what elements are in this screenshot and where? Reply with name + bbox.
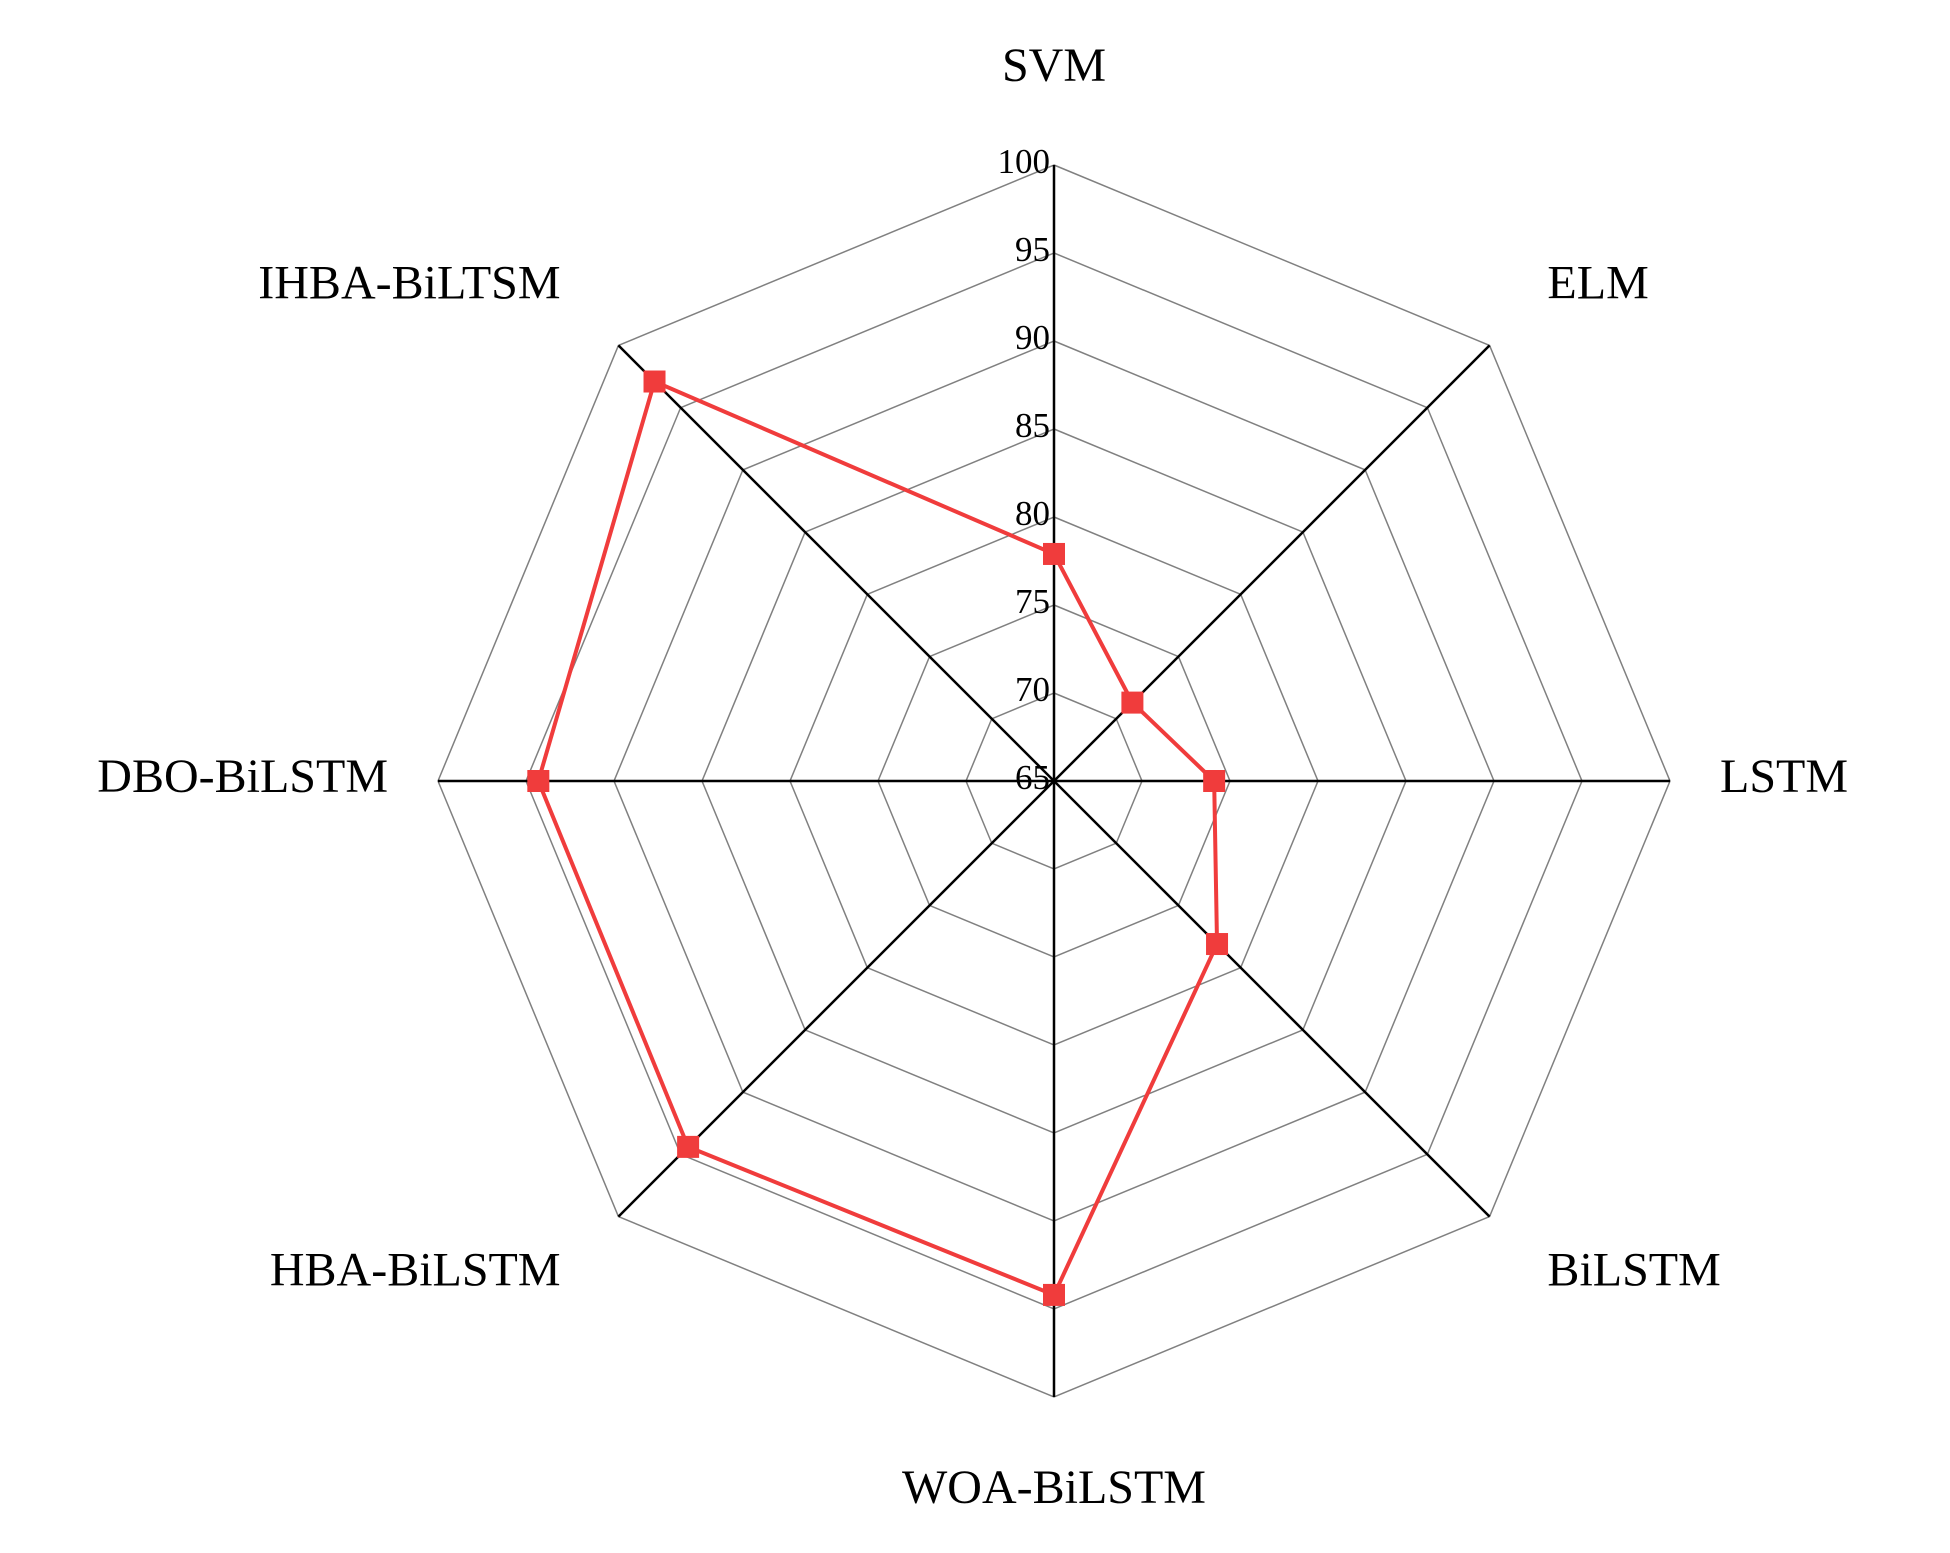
- series-line: [536, 378, 1220, 1298]
- r-tick-label: 75: [1015, 582, 1050, 621]
- axis-spoke: [1053, 780, 1491, 1218]
- category-label: HBA-BiLSTM: [270, 1243, 561, 1296]
- r-tick-label: 80: [1015, 494, 1050, 533]
- data-point: [1206, 933, 1229, 956]
- data-point: [677, 1135, 700, 1158]
- category-label: IHBA-BiLTSM: [258, 257, 560, 310]
- data-point: [1043, 1283, 1065, 1306]
- category-label: SVM: [1002, 39, 1106, 92]
- category-label: DBO-BiLSTM: [97, 750, 388, 803]
- category-label: BiLSTM: [1547, 1243, 1720, 1296]
- category-label: ELM: [1547, 257, 1648, 310]
- data-point: [1121, 691, 1144, 714]
- r-tick-label: 85: [1015, 406, 1050, 445]
- r-tick-label: 65: [1015, 758, 1050, 797]
- r-tick-label: 100: [998, 142, 1051, 181]
- data-point: [1203, 770, 1226, 792]
- data-point: [643, 370, 666, 393]
- r-tick-label: 90: [1015, 318, 1050, 357]
- data-point: [527, 770, 550, 792]
- data-point: [1043, 542, 1065, 565]
- axis-spoke: [1053, 344, 1491, 782]
- r-tick-label: 95: [1015, 230, 1050, 269]
- axis-spoke: [617, 344, 1055, 782]
- category-label: LSTM: [1720, 750, 1848, 803]
- r-tick-label: 70: [1015, 670, 1050, 709]
- category-label: WOA-BiLSTM: [902, 1461, 1206, 1514]
